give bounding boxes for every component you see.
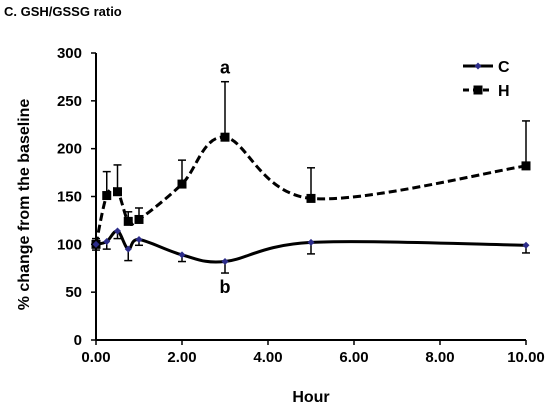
legend-label-C: C [498, 59, 510, 76]
annotation-layer: ab [220, 58, 231, 297]
series-line-C [95, 229, 527, 264]
series-line-H [94, 135, 527, 245]
data-point-square [134, 214, 144, 224]
x-tick-label: 10.00 [507, 349, 545, 366]
data-point-square [123, 216, 133, 226]
y-tick-label: 0 [74, 332, 82, 349]
data-point-square [306, 193, 316, 203]
data-point-diamond [124, 245, 132, 253]
series-layer [91, 80, 531, 274]
data-point-square [113, 187, 122, 197]
data-point-square [220, 132, 230, 142]
y-tick-label: 50 [65, 284, 82, 301]
y-tick-label: 250 [57, 93, 82, 110]
data-point-square [177, 179, 187, 189]
annotation-a: a [220, 58, 231, 78]
series-H [91, 80, 531, 249]
data-point-diamond [178, 251, 186, 259]
axes: 0 50 100 150 200 250 300 0.00 2.00 4.00 6.00 8.00 10… [57, 45, 545, 366]
y-tick-label: 150 [57, 189, 82, 206]
data-point-diamond [103, 237, 111, 245]
data-point-diamond [522, 241, 530, 249]
x-axis-title: Hour [292, 389, 329, 406]
data-point-diamond [221, 258, 229, 266]
y-tick-label: 200 [57, 141, 82, 158]
x-tick-label: 4.00 [253, 349, 282, 366]
data-point-diamond [114, 227, 121, 235]
panel-title: C. GSH/GSSG ratio [4, 4, 122, 19]
legend-marker-diamond [474, 62, 482, 70]
x-tick-label: 6.00 [339, 349, 368, 366]
x-tick-label: 2.00 [167, 349, 196, 366]
legend-label-H: H [498, 83, 510, 100]
x-tick-label: 0.00 [81, 349, 110, 366]
y-axis-title: % change from the baseline [16, 99, 33, 311]
data-point-square [521, 161, 531, 171]
legend: CH [463, 59, 510, 100]
data-point-diamond [135, 236, 143, 244]
series-C [92, 227, 530, 274]
data-point-diamond [307, 238, 315, 246]
y-tick-label: 300 [57, 45, 82, 62]
legend-marker-square [473, 85, 483, 95]
data-point-diamond [92, 240, 100, 248]
data-point-square [102, 191, 112, 201]
y-tick-label: 100 [57, 236, 82, 253]
annotation-b: b [220, 277, 231, 297]
x-tick-label: 8.00 [425, 349, 454, 366]
